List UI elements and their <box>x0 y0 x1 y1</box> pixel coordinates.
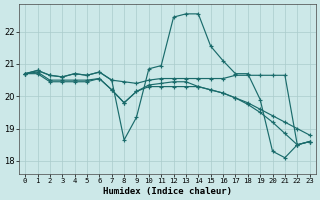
X-axis label: Humidex (Indice chaleur): Humidex (Indice chaleur) <box>103 187 232 196</box>
